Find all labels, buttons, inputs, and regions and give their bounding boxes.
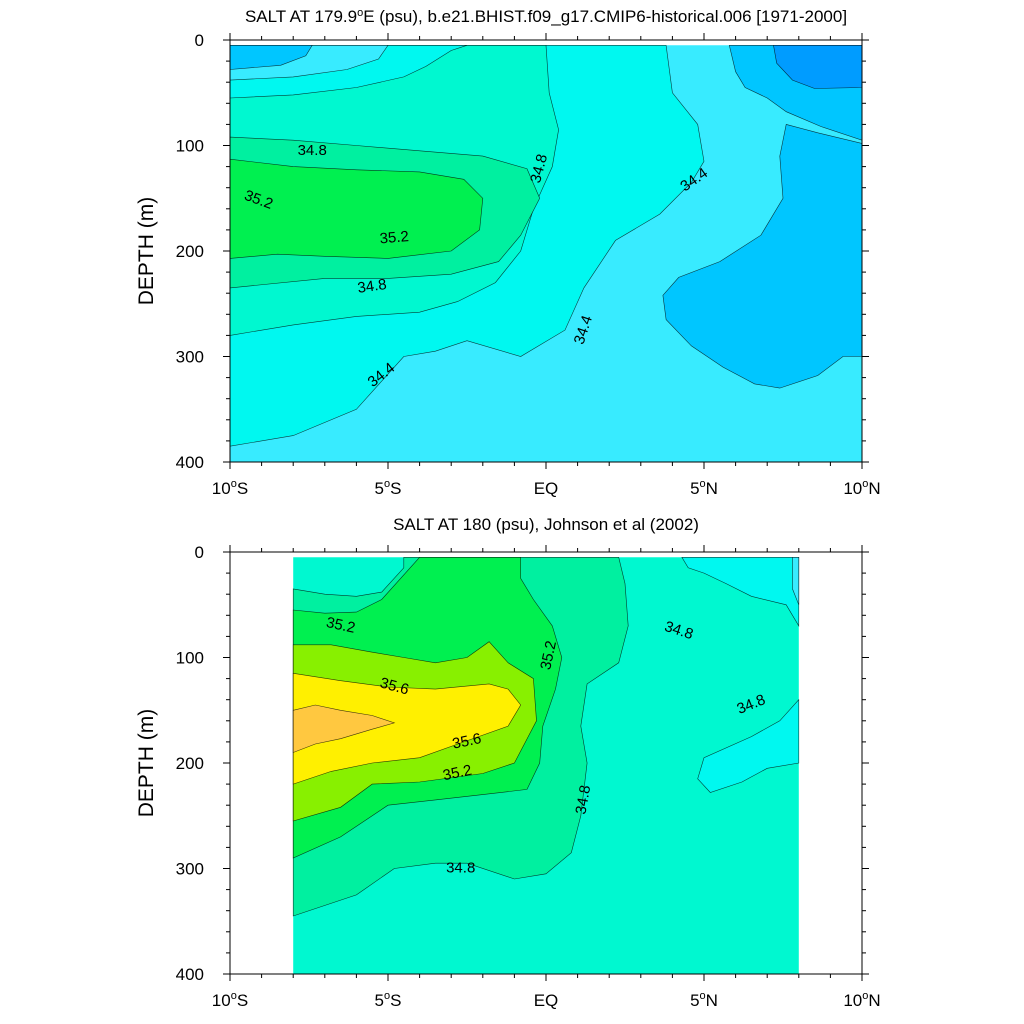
contour-label: 35.6 — [378, 674, 411, 698]
x-tick-label: EQ — [534, 479, 559, 498]
salinity-region-35-6 — [292, 672, 522, 785]
salinity-region-34-3 — [662, 124, 862, 389]
y-tick-label: 0 — [195, 31, 204, 50]
contour-label: 35.2 — [441, 762, 473, 785]
x-tick-label: 5oS — [375, 990, 402, 1010]
y-axis-label-observed: DEPTH (m) — [135, 709, 158, 818]
x-tick-label: EQ — [534, 991, 559, 1010]
axes-model: 10oS 5oS EQ 5oN 10oN 0 100 200 300 400 — [176, 31, 881, 498]
salinity-region-35-8 — [292, 704, 396, 753]
contour-label: 34.8 — [572, 784, 594, 816]
salinity-region-35-2 — [230, 158, 484, 259]
y-tick-label: 100 — [176, 137, 204, 156]
y-tick-label: 0 — [195, 543, 204, 562]
x-tick-label: 10oN — [843, 478, 880, 498]
x-tick-label: 10oS — [212, 478, 248, 498]
y-tick-label: 200 — [176, 754, 204, 773]
salinity-region-34-3 — [230, 44, 313, 70]
salinity-region-34-6 — [697, 698, 800, 793]
y-tick-label: 400 — [176, 965, 204, 984]
contour-label: 35.2 — [379, 228, 410, 247]
y-tick-label: 100 — [176, 649, 204, 668]
contour-label: 35.2 — [537, 639, 560, 671]
contour-plot-observed — [292, 556, 800, 974]
y-tick-label: 200 — [176, 242, 204, 261]
contour-label: 34.8 — [446, 859, 475, 876]
axes-observed: 10oS 5oS EQ 5oN 10oN 0 100 200 300 400 — [176, 543, 881, 1010]
panel-model: SALT AT 179.9oE (psu), b.e21.BHIST.f09_g… — [135, 7, 881, 498]
x-tick-label: 5oN — [690, 478, 718, 498]
panel-observed: SALT AT 180 (psu), Johnson et al (2002) … — [135, 515, 881, 1010]
salinity-region-34-2 — [773, 44, 862, 89]
x-tick-label: 10oS — [212, 990, 248, 1010]
panel-title-model: SALT AT 179.9oE (psu), b.e21.BHIST.f09_g… — [245, 7, 847, 26]
x-tick-label: 10oN — [843, 990, 880, 1010]
contour-label: 35.2 — [325, 614, 357, 637]
contour-plot-model — [230, 44, 862, 462]
contour-label: 34.8 — [298, 142, 327, 159]
salinity-region-34-4 — [792, 556, 800, 605]
contour-label: 34.8 — [527, 152, 551, 185]
contour-label: 34.8 — [356, 276, 387, 297]
x-tick-label: 5oS — [375, 478, 402, 498]
y-tick-label: 300 — [176, 348, 204, 367]
x-tick-label: 5oN — [690, 990, 718, 1010]
y-tick-label: 400 — [176, 453, 204, 472]
contour-label: 35.6 — [451, 730, 483, 753]
contour-labels-observed: 35.235.635.635.235.234.834.834.834.8 — [325, 614, 768, 876]
panel-title-observed: SALT AT 180 (psu), Johnson et al (2002) — [393, 515, 699, 534]
y-axis-label-model: DEPTH (m) — [135, 197, 158, 306]
y-tick-label: 300 — [176, 860, 204, 879]
